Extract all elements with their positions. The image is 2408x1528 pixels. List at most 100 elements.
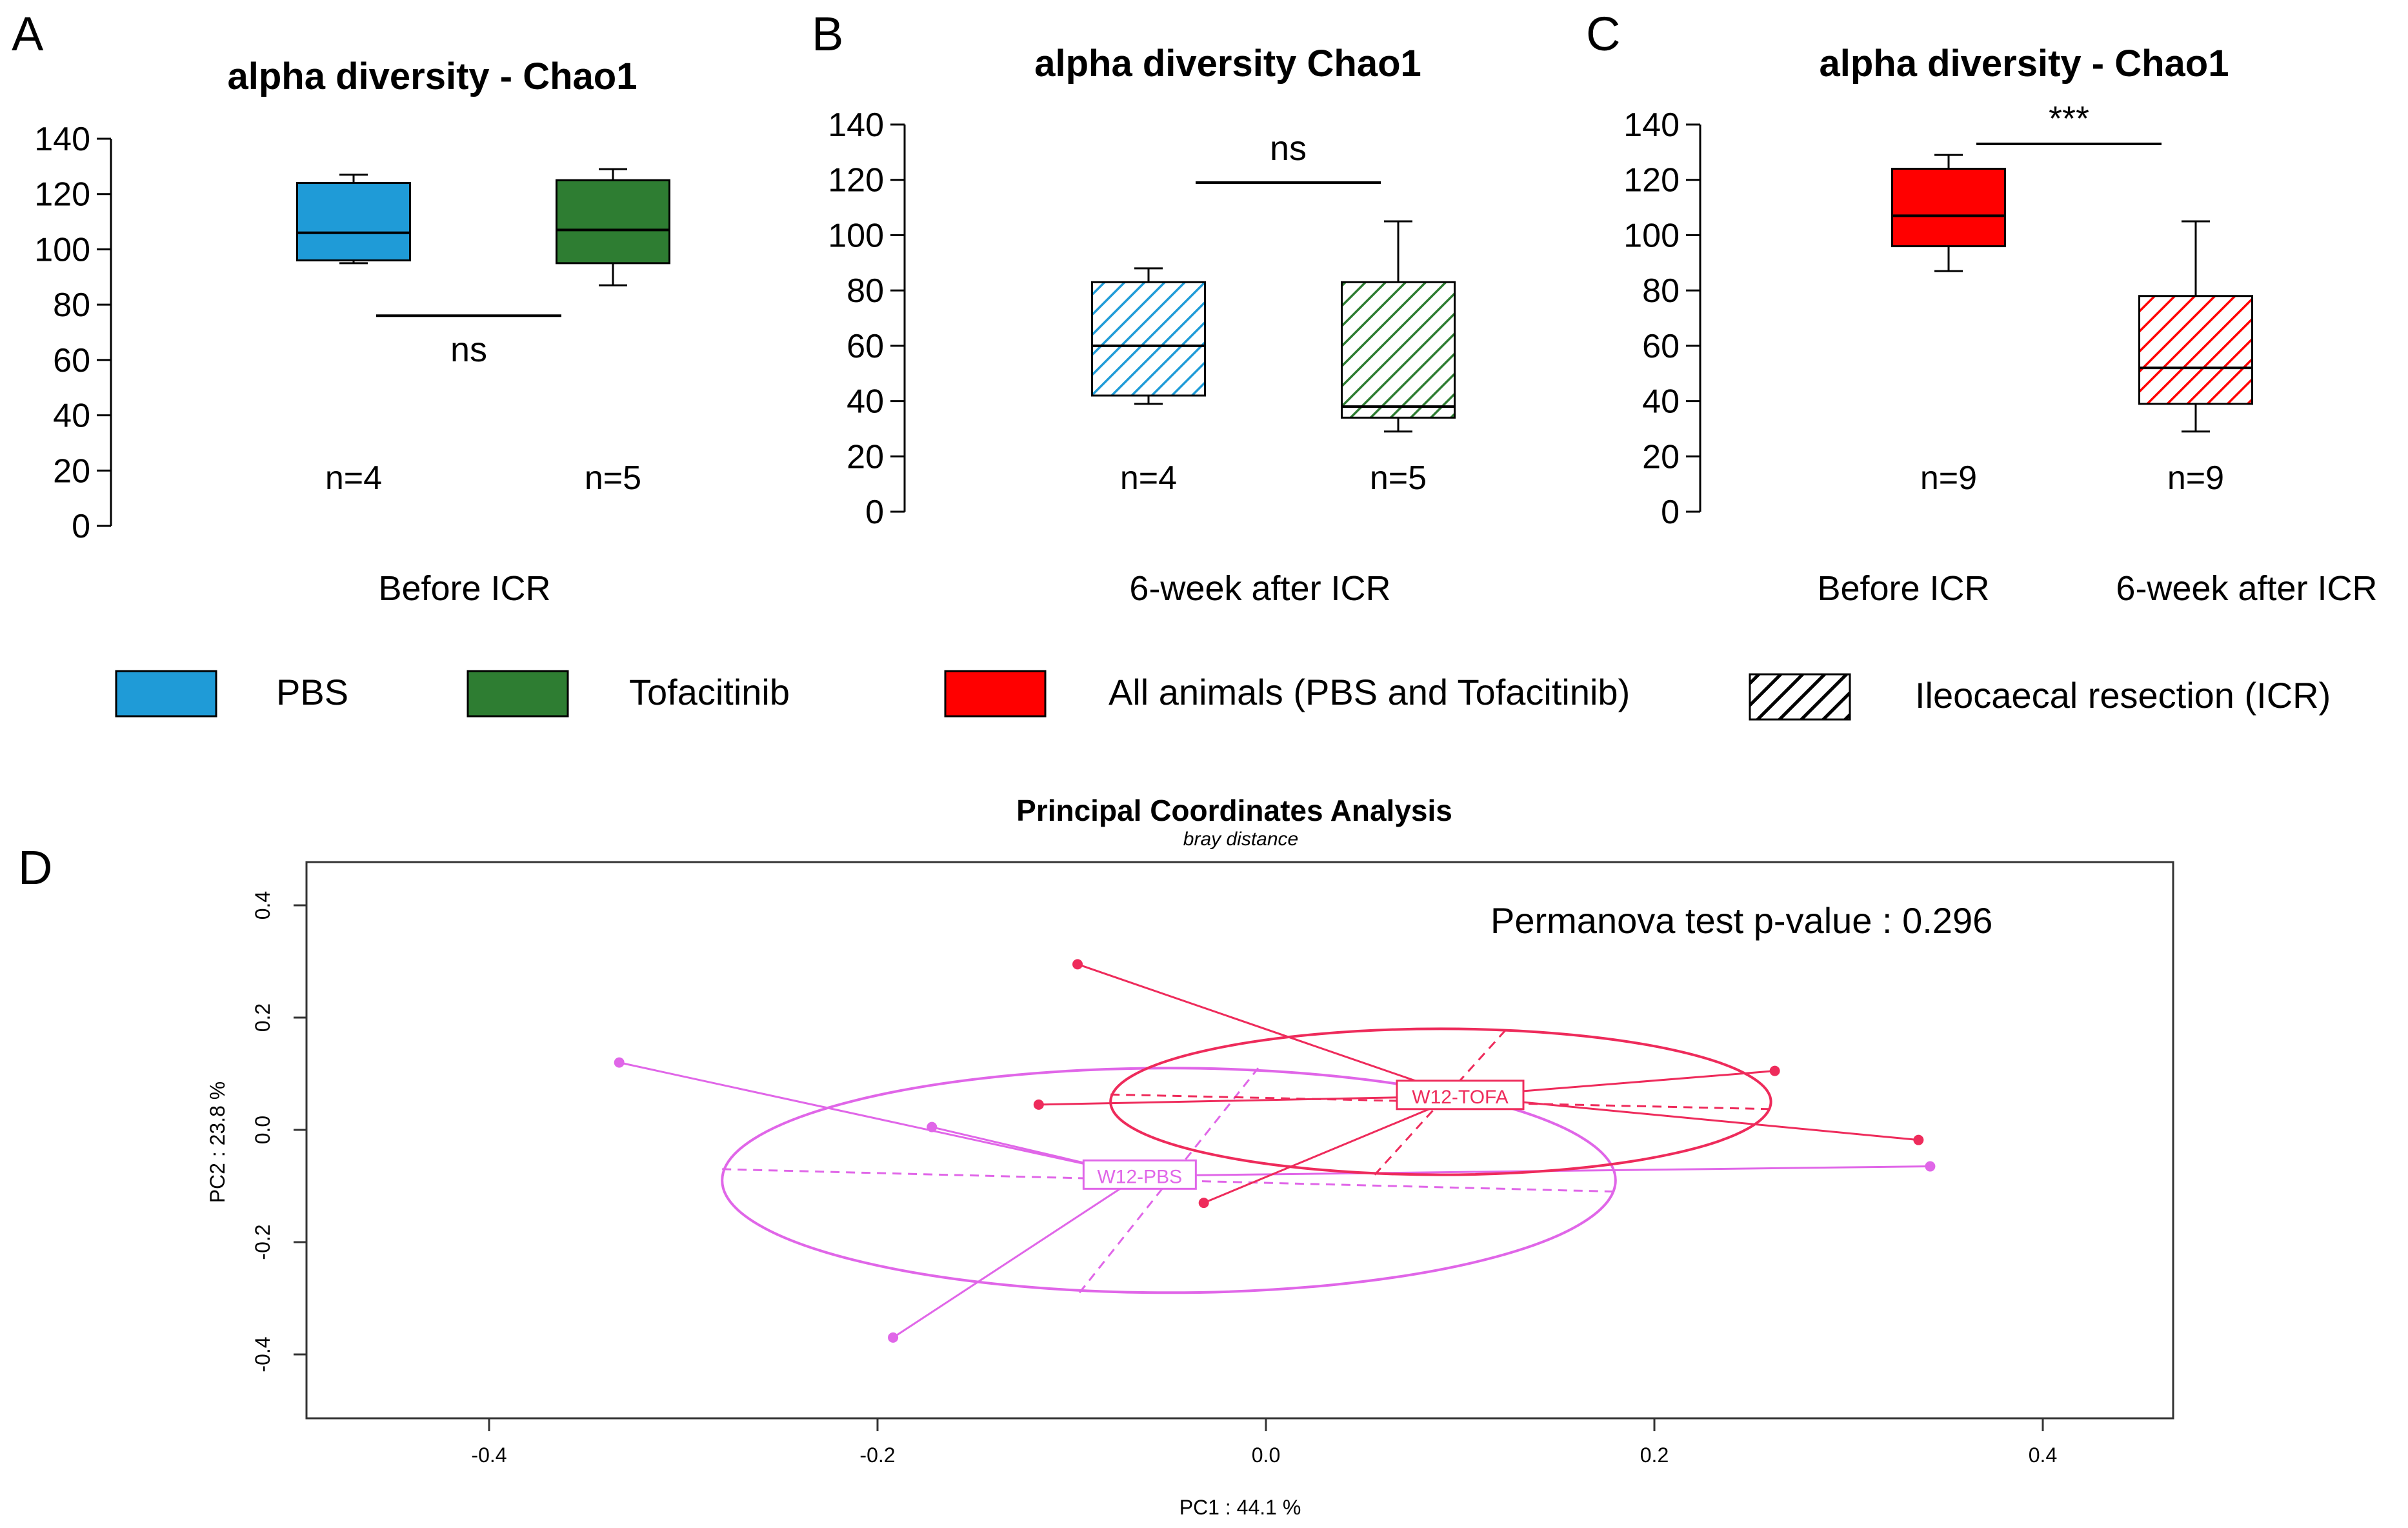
y-tick-label: 140 [828, 106, 884, 144]
x-axis-label: 6-week after ICR [2116, 569, 2377, 608]
spider-line [1077, 963, 1461, 1098]
n-label: n=4 [325, 459, 382, 497]
legend-swatch-tofacitinib [467, 670, 569, 718]
y-tick-label: 0.4 [251, 891, 274, 920]
data-point [1925, 1161, 1936, 1172]
centroid-label-box [1082, 1159, 1197, 1190]
box-left [1091, 281, 1206, 397]
y-axis-label: PC2 : 23.8 % [206, 1081, 229, 1203]
panel-a-boxplot: alpha diversity - Chao1 0 20 40 60 80 100 120 14… [34, 55, 670, 608]
x-tick-label: 0.0 [1252, 1443, 1280, 1467]
box-right [2138, 295, 2253, 405]
y-tick-label: 140 [34, 121, 90, 158]
data-point [1769, 1065, 1780, 1076]
box-right [556, 179, 670, 265]
legend-label-all-animals: All animals (PBS and Tofacitinib) [1109, 672, 1630, 712]
pcoa-subtitle: bray distance [1183, 829, 1298, 850]
n-label: n=5 [585, 459, 641, 497]
y-tick-label: 100 [1623, 217, 1680, 254]
n-label: n=4 [1120, 459, 1177, 497]
significance-label: ns [1270, 129, 1307, 168]
panel-c-boxplot: alpha diversity - Chao1 0 20 40 60 80 100 120 14… [1623, 43, 2377, 608]
y-tick-label: 100 [34, 231, 90, 268]
spider-line [892, 1175, 1141, 1339]
y-tick-label: 40 [847, 383, 884, 421]
y-tick-label: 140 [1623, 106, 1680, 144]
data-point [927, 1121, 938, 1132]
y-tick-label: 120 [828, 162, 884, 199]
x-axis-label: PC1 : 44.1 % [1179, 1496, 1301, 1519]
x-tick-label: -0.2 [859, 1443, 895, 1467]
y-tick-label: 100 [828, 217, 884, 254]
centroid-label-box [1396, 1080, 1525, 1111]
box-left [1891, 168, 2006, 248]
legend-label-icr: Ileocaecal resection (ICR) [1915, 675, 2331, 716]
x-tick-label: -0.4 [471, 1443, 507, 1467]
chart-title: alpha diversity - Chao1 [1820, 43, 2229, 85]
data-point [614, 1057, 625, 1068]
panel-letter-a: A [12, 7, 44, 61]
panel-b-boxplot: alpha diversity Chao1 0 20 40 60 80 100 120 140 n… [828, 43, 1456, 608]
box-left [296, 182, 411, 262]
y-tick-label: 0.2 [251, 1003, 274, 1032]
spider-line [619, 1061, 1140, 1177]
x-axis-label: Before ICR [1817, 569, 1989, 608]
y-tick-label: -0.2 [251, 1224, 274, 1260]
y-tick-label: 40 [1642, 383, 1680, 421]
x-axis-label: 6-week after ICR [1129, 569, 1390, 608]
spider-line [1203, 1095, 1461, 1204]
n-label: n=9 [1920, 459, 1977, 497]
chart-title: alpha diversity - Chao1 [228, 55, 637, 97]
y-tick-label: 0.0 [251, 1116, 274, 1144]
spider-line [1460, 1095, 1919, 1141]
ellipse-major-axis [722, 1168, 1616, 1193]
data-point [888, 1332, 899, 1343]
significance-label: ns [450, 330, 487, 369]
x-tick-label: 0.4 [2029, 1443, 2057, 1467]
y-tick-label: 60 [53, 342, 90, 379]
y-tick-label: 0 [1661, 494, 1680, 531]
y-tick-label: 80 [847, 272, 884, 310]
legend-label-pbs: PBS [276, 672, 348, 712]
data-point [1913, 1134, 1924, 1145]
y-tick-label: 20 [1642, 438, 1680, 476]
legend: PBS Tofacitinib All animals (PBS and Tof… [115, 670, 2331, 721]
legend-label-tofacitinib: Tofacitinib [629, 672, 790, 712]
y-tick-label: 0 [865, 494, 884, 531]
panel-letter-d: D [18, 841, 52, 894]
box-right [1341, 281, 1456, 419]
legend-swatch-icr [1749, 673, 1851, 721]
chart-title: alpha diversity Chao1 [1034, 43, 1421, 85]
y-tick-label: 60 [1642, 328, 1680, 365]
y-tick-label: -0.4 [251, 1336, 274, 1372]
y-tick-label: 0 [72, 508, 90, 545]
y-tick-label: 80 [1642, 272, 1680, 310]
legend-swatch-pbs [115, 670, 217, 718]
x-axis-label: Before ICR [378, 569, 550, 608]
n-label: n=9 [2167, 459, 2224, 497]
n-label: n=5 [1370, 459, 1427, 497]
y-tick-label: 120 [1623, 162, 1680, 199]
spider-line [1038, 1095, 1461, 1106]
y-tick-label: 40 [53, 397, 90, 435]
centroid-label: W12-PBS [1097, 1166, 1182, 1187]
plot-frame [305, 861, 2174, 1420]
panel-letter-c: C [1586, 7, 1620, 61]
centroid-label: W12-TOFA [1412, 1087, 1508, 1108]
ellipse-w12-tofa [1109, 1027, 1772, 1176]
data-point [1033, 1099, 1044, 1110]
data-point [1072, 959, 1083, 970]
significance-label: *** [2049, 99, 2089, 138]
ellipse-w12-pbs [721, 1067, 1617, 1294]
y-tick-label: 20 [847, 438, 884, 476]
y-tick-label: 120 [34, 176, 90, 214]
y-tick-label: 60 [847, 328, 884, 365]
data-point [1198, 1198, 1209, 1209]
pcoa-title: Principal Coordinates Analysis [1016, 794, 1452, 827]
panel-letter-b: B [812, 7, 843, 61]
legend-swatch-all-animals [944, 670, 1047, 718]
permanova-annotation: Permanova test p-value : 0.296 [1490, 900, 1992, 941]
x-tick-label: 0.2 [1640, 1443, 1669, 1467]
